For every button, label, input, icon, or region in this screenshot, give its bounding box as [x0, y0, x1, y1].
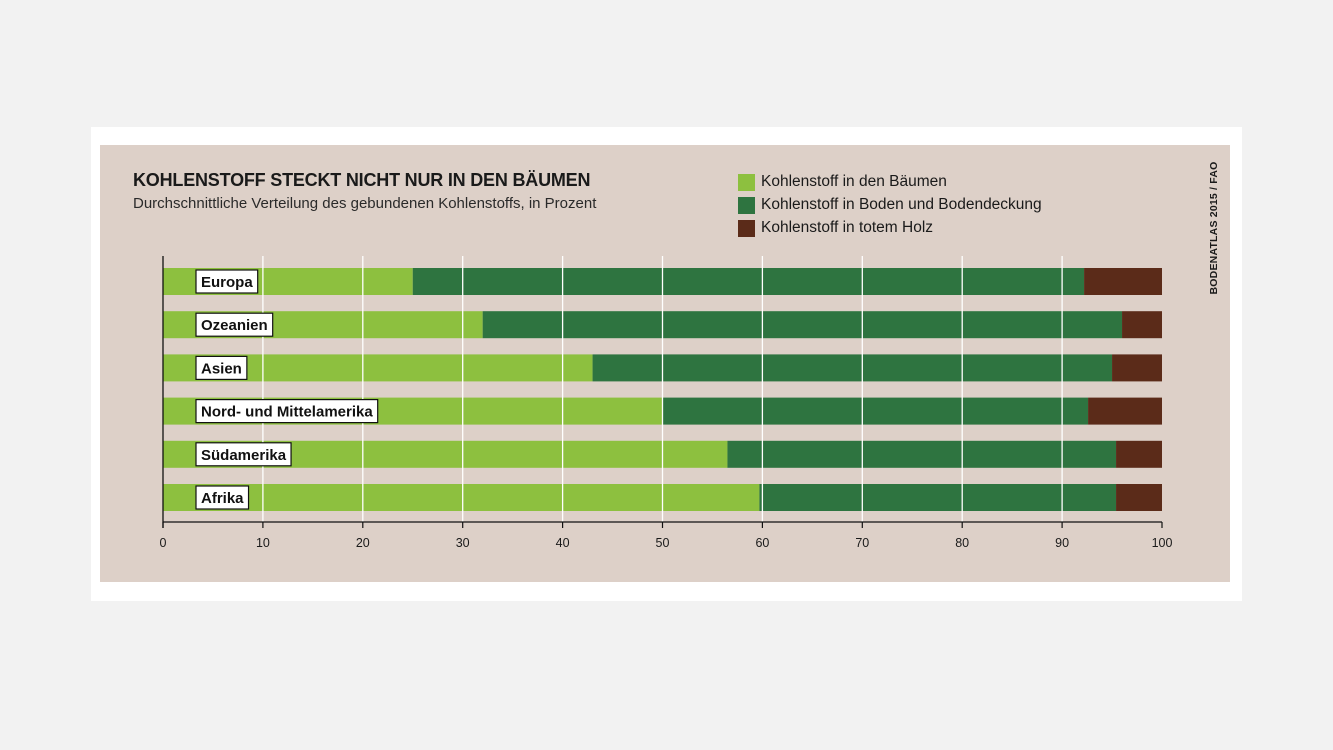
region-label-text-4: Südamerika	[201, 447, 287, 464]
bar-soil-3	[662, 397, 1089, 425]
legend-label-deadwood: Kohlenstoff in totem Holz	[761, 219, 934, 236]
region-label-text-1: Ozeanien	[201, 317, 268, 334]
bar-deadwood-0	[1084, 268, 1162, 295]
bar-deadwood-3	[1088, 397, 1162, 425]
chart-title: KOHLENSTOFF STECKT NICHT NUR IN DEN BÄUM…	[133, 170, 591, 190]
legend-item-soil: Kohlenstoff in Boden und Bodendeckung	[738, 195, 1042, 215]
region-label-text-2: Asien	[201, 360, 242, 377]
x-tick-label-90: 90	[1055, 536, 1069, 550]
x-tick-label-60: 60	[755, 536, 769, 550]
legend-swatch-deadwood	[738, 219, 755, 237]
region-label-text-0: Europa	[201, 274, 253, 291]
x-tick-label-20: 20	[356, 536, 370, 550]
bar-soil-1	[482, 311, 1123, 339]
bar-soil-5	[759, 484, 1117, 511]
region-label-box-4	[195, 442, 292, 467]
legend-swatch-soil	[738, 196, 755, 214]
x-tick-label-0: 0	[160, 536, 167, 550]
bar-trees-5	[163, 484, 760, 511]
bar-soil-2	[592, 354, 1113, 382]
region-label-box-2	[195, 355, 248, 380]
legend-label-soil: Kohlenstoff in Boden und Bodendeckung	[761, 196, 1042, 213]
legend-swatch-trees	[738, 173, 755, 191]
region-label-0: Europa	[195, 269, 259, 294]
region-label-1: Ozeanien	[195, 312, 274, 337]
bar-soil-4	[727, 440, 1117, 468]
bar-deadwood-4	[1116, 440, 1162, 468]
x-tick-label-10: 10	[256, 536, 270, 550]
region-label-box-1	[195, 312, 274, 337]
bar-soil-0	[412, 268, 1085, 295]
chart-subtitle: Durchschnittliche Verteilung des gebunde…	[133, 195, 597, 212]
region-label-box-0	[195, 269, 259, 294]
region-label-box-5	[195, 485, 250, 510]
region-label-2: Asien	[195, 355, 248, 380]
region-label-4: Südamerika	[195, 442, 292, 467]
x-tick-label-40: 40	[556, 536, 570, 550]
legend-label-trees: Kohlenstoff in den Bäumen	[761, 173, 947, 190]
x-tick-label-50: 50	[656, 536, 670, 550]
region-label-text-3: Nord- und Mittelamerika	[201, 404, 373, 421]
region-label-box-3	[195, 399, 379, 424]
x-tick-label-30: 30	[456, 536, 470, 550]
region-label-3: Nord- und Mittelamerika	[195, 399, 379, 424]
region-label-text-5: Afrika	[201, 490, 244, 507]
bar-deadwood-2	[1112, 354, 1162, 382]
region-label-5: Afrika	[195, 485, 250, 510]
x-tick-label-100: 100	[1152, 536, 1173, 550]
x-tick-label-70: 70	[855, 536, 869, 550]
legend-item-trees: Kohlenstoff in den Bäumen	[738, 172, 947, 192]
x-tick-label-80: 80	[955, 536, 969, 550]
bar-deadwood-5	[1116, 484, 1162, 511]
bar-deadwood-1	[1122, 311, 1162, 339]
legend-item-deadwood: Kohlenstoff in totem Holz	[738, 218, 933, 238]
